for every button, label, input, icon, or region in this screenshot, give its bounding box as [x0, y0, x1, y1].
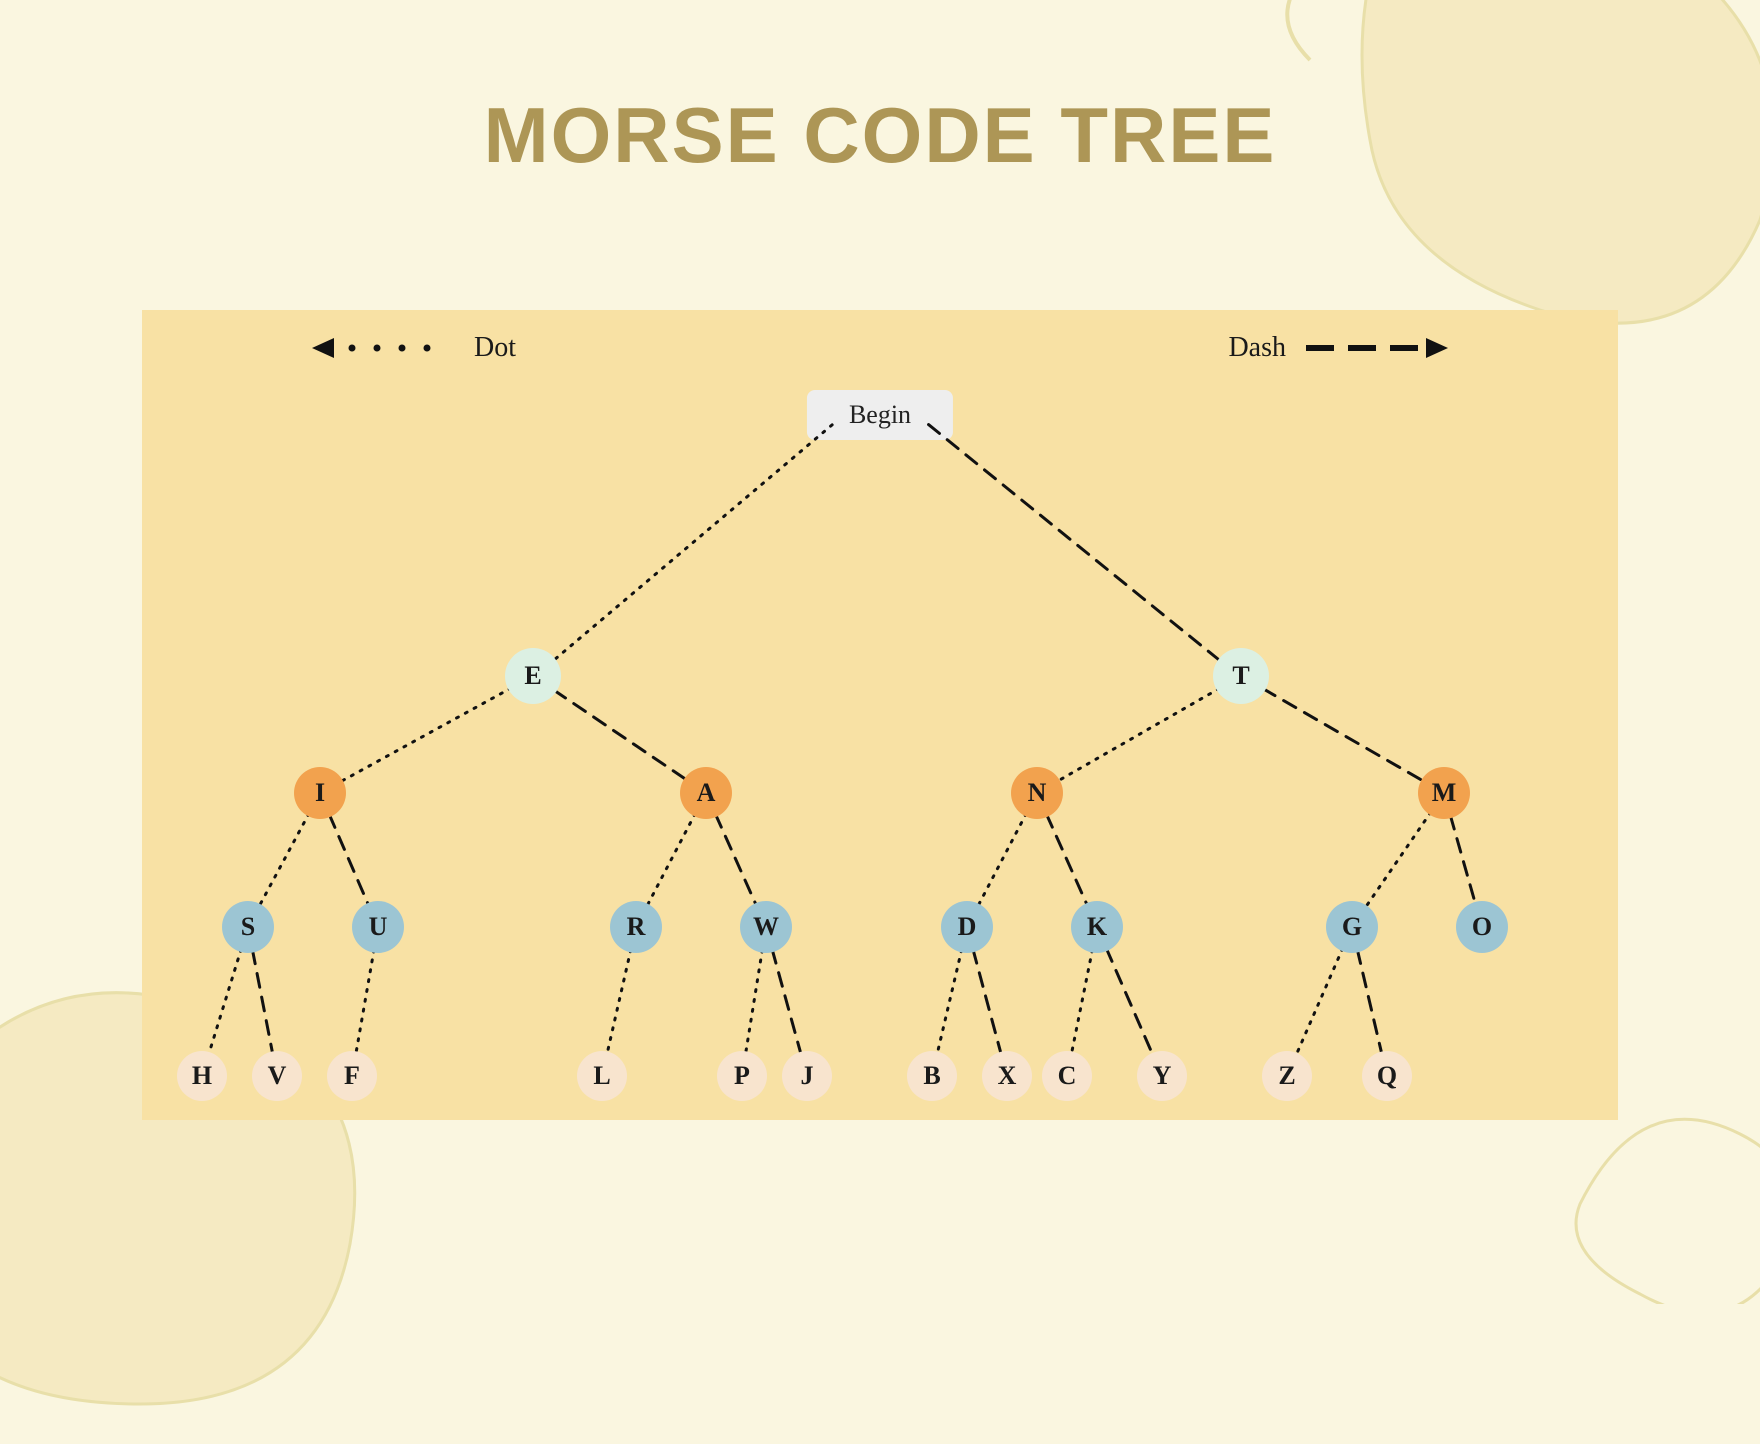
edge-G-Z — [1296, 948, 1343, 1055]
node-V: V — [252, 1051, 302, 1101]
edge-M-G — [1365, 812, 1431, 907]
node-Z: Z — [1262, 1051, 1312, 1101]
node-L: L — [577, 1051, 627, 1101]
node-I: I — [294, 767, 346, 819]
node-S: S — [222, 901, 274, 953]
node-N: N — [1011, 767, 1063, 819]
begin-node: Begin — [807, 390, 953, 440]
node-Q: Q — [1362, 1051, 1412, 1101]
node-U: U — [352, 901, 404, 953]
legend-dash-label: Dash — [1228, 332, 1286, 364]
node-G: G — [1326, 901, 1378, 953]
legend-dot: Dot — [312, 332, 516, 364]
edge-E-A — [554, 690, 687, 780]
edge-T-N — [1057, 689, 1219, 782]
node-T: T — [1213, 648, 1269, 704]
arrow-left-icon — [312, 336, 462, 360]
node-X: X — [982, 1051, 1032, 1101]
edge-root-E — [553, 425, 832, 661]
edge-W-P — [746, 950, 763, 1054]
edge-S-H — [209, 949, 241, 1054]
legend-dot-label: Dot — [474, 332, 516, 364]
node-J: J — [782, 1051, 832, 1101]
edge-W-J — [772, 950, 801, 1055]
edge-D-X — [973, 950, 1001, 1055]
edge-U-F — [356, 950, 374, 1054]
node-W: W — [740, 901, 792, 953]
node-M: M — [1418, 767, 1470, 819]
node-A: A — [680, 767, 732, 819]
node-F: F — [327, 1051, 377, 1101]
node-K: K — [1071, 901, 1123, 953]
edge-N-D — [978, 814, 1026, 907]
node-C: C — [1042, 1051, 1092, 1101]
edge-S-V — [252, 950, 272, 1054]
legend-dash: Dash — [1228, 332, 1448, 364]
node-R: R — [610, 901, 662, 953]
node-E: E — [505, 648, 561, 704]
edge-T-M — [1263, 689, 1424, 782]
edge-G-Q — [1357, 950, 1382, 1054]
edge-I-S — [259, 814, 309, 907]
edge-I-U — [329, 814, 368, 905]
edge-R-L — [607, 950, 631, 1054]
node-Y: Y — [1137, 1051, 1187, 1101]
edge-K-Y — [1106, 948, 1153, 1055]
page-title: MORSE CODE TREE — [484, 90, 1277, 181]
edge-root-T — [929, 425, 1221, 662]
node-D: D — [941, 901, 993, 953]
node-B: B — [907, 1051, 957, 1101]
node-P: P — [717, 1051, 767, 1101]
edge-D-B — [937, 950, 962, 1054]
edge-A-R — [647, 814, 695, 907]
edge-E-I — [341, 688, 511, 782]
node-O: O — [1456, 901, 1508, 953]
node-H: H — [177, 1051, 227, 1101]
edge-A-W — [716, 814, 757, 905]
arrow-right-icon — [1298, 336, 1448, 360]
tree-panel: Dot Dash Begin E T I A N M S U R W D K G O HVF L PJ BXCY Z… — [142, 310, 1618, 1120]
edge-N-K — [1047, 814, 1088, 905]
edge-K-C — [1071, 950, 1092, 1054]
edge-M-O — [1450, 816, 1475, 905]
